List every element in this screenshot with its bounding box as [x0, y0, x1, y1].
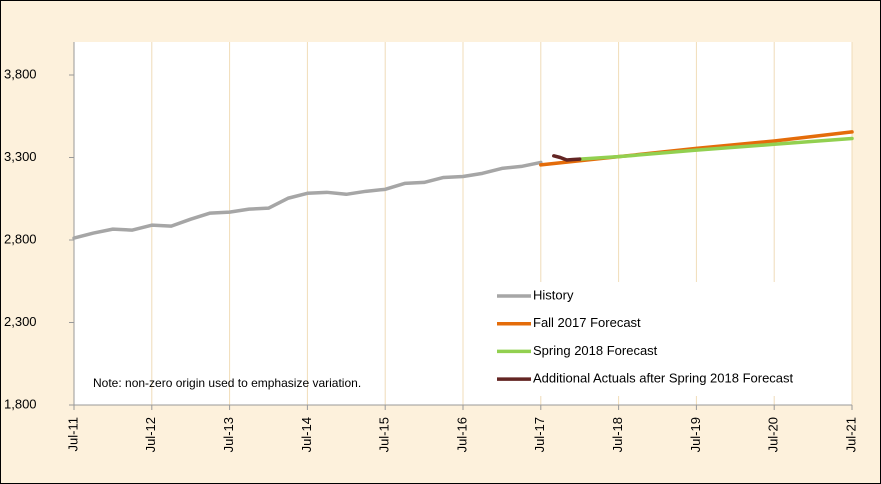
legend-label: Spring 2018 Forecast [533, 343, 658, 358]
y-tick-label: 2,300 [4, 314, 37, 329]
legend-label: Additional Actuals after Spring 2018 For… [533, 371, 794, 386]
y-tick-label: 3,300 [4, 149, 37, 164]
y-tick-label: 2,800 [4, 231, 37, 246]
legend-label: History [533, 287, 574, 302]
legend-label: Fall 2017 Forecast [533, 315, 641, 330]
grid: Jul-11 Jul-12 Jul-13 Jul-14 Jul-15 Jul-16 Jul-… [4, 42, 858, 452]
x-tick-label: Jul-14 [299, 417, 314, 452]
series-line [72, 160, 543, 240]
x-tick-label: Jul-11 [65, 417, 80, 451]
x-tick-label: Jul-20 [766, 417, 781, 452]
legend: History Fall 2017 Forecast Spring 2018 For… [497, 287, 794, 386]
x-tick-label: Jul-12 [143, 417, 158, 452]
series-line [577, 136, 854, 161]
series-line [552, 154, 582, 162]
annotation: Note: non-zero origin used to emphasize … [93, 376, 361, 390]
x-tick-label: Jul-18 [610, 417, 625, 452]
x-tick-label: Jul-17 [532, 417, 547, 452]
y-tick-label: 3,800 [4, 66, 37, 81]
x-tick-label: Jul-16 [454, 417, 469, 452]
series-group [72, 130, 854, 240]
x-tick-label: Jul-13 [221, 417, 236, 452]
x-tick-label: Jul-21 [843, 417, 858, 452]
x-tick-label: Jul-19 [688, 417, 703, 452]
legend-box [486, 282, 848, 396]
y-tick-label: 1,800 [4, 396, 37, 411]
x-tick-label: Jul-15 [377, 417, 392, 452]
